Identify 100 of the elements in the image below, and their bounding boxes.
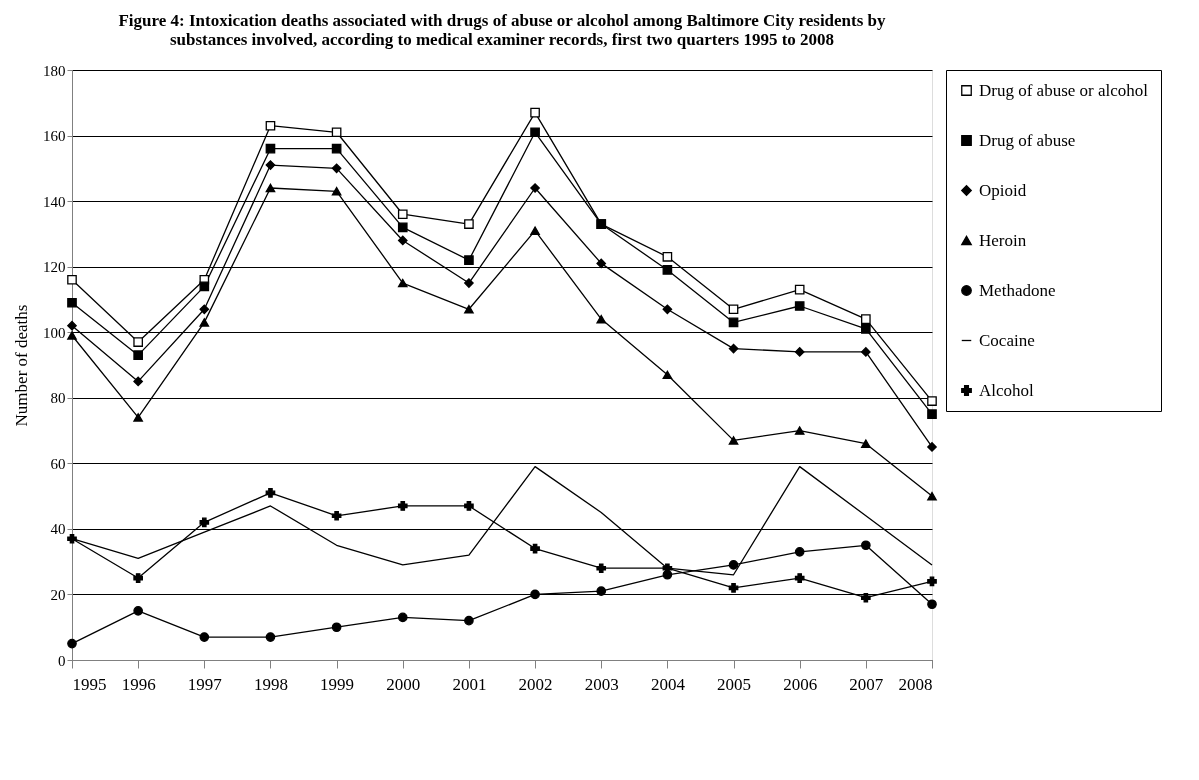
y-tick-label: 120 xyxy=(43,259,66,276)
point xyxy=(662,252,673,262)
point xyxy=(596,586,607,596)
y-tick-label: 0 xyxy=(58,652,66,669)
y-axis-title: Number of deaths xyxy=(12,304,31,427)
point xyxy=(662,370,673,380)
x-tick-label: 2003 xyxy=(584,674,619,694)
point xyxy=(861,347,871,357)
y-tick-label: 40 xyxy=(50,521,66,538)
point xyxy=(794,573,805,583)
y-tick-label: 100 xyxy=(43,324,66,341)
point xyxy=(67,638,77,649)
x-tick-label: 2004 xyxy=(650,674,686,694)
point xyxy=(397,278,408,288)
legend-label: Heroin xyxy=(979,230,1027,250)
point xyxy=(265,632,276,642)
x-tick-label: 1999 xyxy=(320,674,355,694)
point xyxy=(397,235,408,246)
point xyxy=(530,107,540,118)
point xyxy=(133,376,143,387)
point xyxy=(133,350,143,360)
point xyxy=(728,304,739,315)
x-tick-label: 2005 xyxy=(717,674,752,694)
x-tick-label: 1997 xyxy=(187,674,223,694)
point xyxy=(662,304,673,315)
point xyxy=(265,488,276,498)
point xyxy=(133,573,143,583)
point xyxy=(530,226,540,235)
legend-label: Alcohol xyxy=(979,380,1035,400)
point xyxy=(67,331,77,340)
point xyxy=(728,560,739,570)
point xyxy=(927,599,937,610)
point xyxy=(596,563,607,574)
x-tick-label: 1995 xyxy=(72,674,107,694)
point xyxy=(397,209,408,220)
point xyxy=(265,160,276,170)
point xyxy=(331,143,342,154)
point xyxy=(67,320,77,331)
point xyxy=(397,612,408,623)
point xyxy=(794,426,805,435)
point xyxy=(397,222,408,233)
point xyxy=(331,510,342,521)
point xyxy=(530,543,540,554)
point xyxy=(530,183,540,193)
point xyxy=(794,347,805,357)
point xyxy=(927,442,937,452)
legend-label: Methadone xyxy=(979,280,1056,300)
point xyxy=(265,120,276,131)
point xyxy=(794,547,805,557)
point xyxy=(199,304,210,315)
point xyxy=(199,517,210,528)
x-tick-label: 2006 xyxy=(783,674,818,694)
x-tick-label: 1996 xyxy=(121,674,156,694)
point xyxy=(927,396,937,406)
point xyxy=(794,301,805,311)
y-tick-label: 140 xyxy=(43,193,66,210)
y-tick-label: 20 xyxy=(50,586,66,603)
point xyxy=(331,622,342,633)
point xyxy=(927,491,937,501)
point xyxy=(794,284,805,295)
point xyxy=(861,540,871,551)
x-tick-label: 2007 xyxy=(849,674,884,694)
point xyxy=(199,281,210,292)
y-tick-label: 180 xyxy=(43,62,66,79)
point xyxy=(861,592,871,603)
y-tick-label: 160 xyxy=(43,128,66,145)
point xyxy=(728,343,739,354)
point xyxy=(133,606,143,616)
point xyxy=(596,314,607,324)
point xyxy=(861,314,871,324)
point xyxy=(133,337,143,347)
point xyxy=(530,589,540,600)
point xyxy=(464,219,474,229)
point xyxy=(861,324,871,334)
legend-label: Opioid xyxy=(979,180,1027,200)
legend-label: Cocaine xyxy=(979,330,1035,350)
y-tick-label: 80 xyxy=(50,390,66,407)
point xyxy=(397,501,408,511)
point xyxy=(596,258,607,269)
point xyxy=(728,436,739,445)
point xyxy=(728,583,739,593)
x-tick-label: 1998 xyxy=(253,674,288,694)
point xyxy=(67,533,77,544)
point xyxy=(662,265,673,275)
x-tick-label: 2001 xyxy=(452,674,487,694)
point xyxy=(464,615,474,626)
y-tick-label: 60 xyxy=(50,455,66,472)
point xyxy=(331,163,342,174)
chart-title: Figure 4: Intoxication deaths associated with drugs of abuse or alcohol among Baltimore City residents by substances involved, according to medical examiner records, first two quarters 1995 to 2008 xyxy=(118,11,887,49)
point xyxy=(927,409,937,419)
point xyxy=(464,305,474,314)
point xyxy=(67,274,77,285)
legend-label: Drug of abuse xyxy=(979,130,1076,150)
x-tick-label: 2000 xyxy=(386,674,421,694)
point xyxy=(67,297,77,308)
legend-label: Drug of abuse or alcohol xyxy=(979,80,1149,100)
point xyxy=(464,278,474,288)
point xyxy=(331,187,342,196)
x-tick-label: 2008 xyxy=(898,674,933,694)
point xyxy=(464,255,474,265)
